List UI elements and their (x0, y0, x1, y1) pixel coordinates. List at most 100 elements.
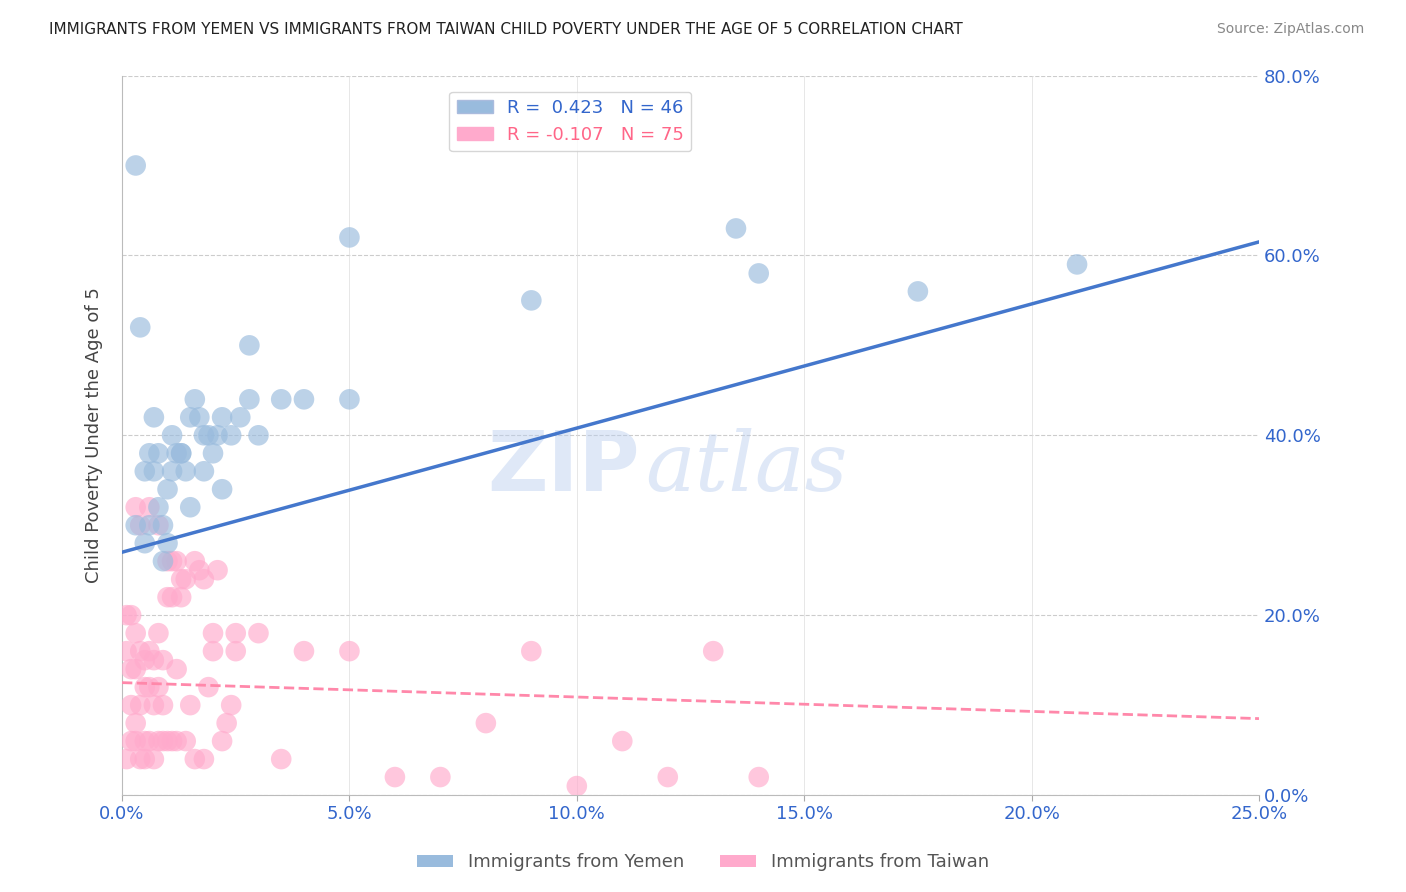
Point (160, 590, 183, 604)
Point (612, 734, 634, 748)
Point (170, 446, 193, 460)
Point (156, 482, 179, 496)
Point (148, 500, 170, 515)
Point (907, 285, 929, 299)
Point (384, 770, 406, 784)
Point (170, 446, 193, 460)
Point (125, 734, 148, 748)
Point (138, 518, 160, 533)
Point (724, 221, 747, 235)
Point (160, 734, 183, 748)
Point (138, 734, 160, 748)
Point (174, 734, 197, 748)
Point (134, 653, 156, 667)
Text: ZIP: ZIP (486, 427, 640, 508)
Point (138, 644, 160, 658)
Point (193, 428, 215, 442)
Point (339, 644, 361, 658)
Point (156, 554, 179, 568)
Text: Source: ZipAtlas.com: Source: ZipAtlas.com (1216, 22, 1364, 37)
Point (120, 662, 142, 676)
Point (270, 392, 292, 407)
Point (166, 446, 188, 460)
Point (207, 563, 229, 577)
Point (184, 554, 207, 568)
Point (142, 464, 165, 478)
Point (188, 410, 211, 425)
Point (148, 734, 170, 748)
Point (184, 392, 207, 407)
Point (520, 644, 543, 658)
Point (193, 464, 215, 478)
Point (211, 482, 233, 496)
Y-axis label: Child Poverty Under the Age of 5: Child Poverty Under the Age of 5 (86, 287, 103, 583)
Point (270, 752, 292, 766)
Point (225, 626, 247, 640)
Point (229, 410, 252, 425)
Point (201, 626, 224, 640)
Point (520, 293, 543, 308)
Point (238, 338, 260, 352)
Point (134, 536, 156, 550)
Point (247, 626, 270, 640)
Point (125, 518, 148, 533)
Point (125, 662, 148, 676)
Point (125, 500, 148, 515)
Point (166, 554, 188, 568)
Point (138, 446, 160, 460)
Point (129, 320, 152, 334)
Point (219, 428, 242, 442)
Point (201, 644, 224, 658)
Point (657, 770, 679, 784)
Point (188, 563, 211, 577)
Point (170, 590, 193, 604)
Point (179, 500, 201, 515)
Point (125, 716, 148, 731)
Point (475, 716, 498, 731)
Point (138, 500, 160, 515)
Point (565, 779, 588, 793)
Point (166, 734, 188, 748)
Point (142, 653, 165, 667)
Point (125, 626, 148, 640)
Point (179, 698, 201, 712)
Point (339, 392, 361, 407)
Point (211, 734, 233, 748)
Point (702, 644, 724, 658)
Text: IMMIGRANTS FROM YEMEN VS IMMIGRANTS FROM TAIWAN CHILD POVERTY UNDER THE AGE OF 5: IMMIGRANTS FROM YEMEN VS IMMIGRANTS FROM… (49, 22, 963, 37)
Point (201, 446, 224, 460)
Point (120, 698, 142, 712)
Point (160, 428, 183, 442)
Point (238, 392, 260, 407)
Text: atlas: atlas (645, 427, 848, 508)
Point (160, 554, 183, 568)
Point (211, 410, 233, 425)
Point (129, 518, 152, 533)
Point (148, 680, 170, 694)
Point (339, 230, 361, 244)
Point (166, 662, 188, 676)
Point (174, 464, 197, 478)
Point (197, 680, 219, 694)
Point (170, 572, 193, 586)
Point (115, 644, 138, 658)
Point (179, 410, 201, 425)
Point (429, 770, 451, 784)
Point (193, 572, 215, 586)
Point (184, 752, 207, 766)
Point (292, 644, 315, 658)
Point (129, 698, 152, 712)
Point (292, 392, 315, 407)
Point (156, 590, 179, 604)
Point (219, 698, 242, 712)
Point (197, 428, 219, 442)
Point (215, 716, 238, 731)
Point (115, 752, 138, 766)
Point (115, 608, 138, 623)
Point (142, 410, 165, 425)
Point (120, 734, 142, 748)
Point (152, 734, 174, 748)
Point (134, 680, 156, 694)
Point (129, 752, 152, 766)
Point (207, 428, 229, 442)
